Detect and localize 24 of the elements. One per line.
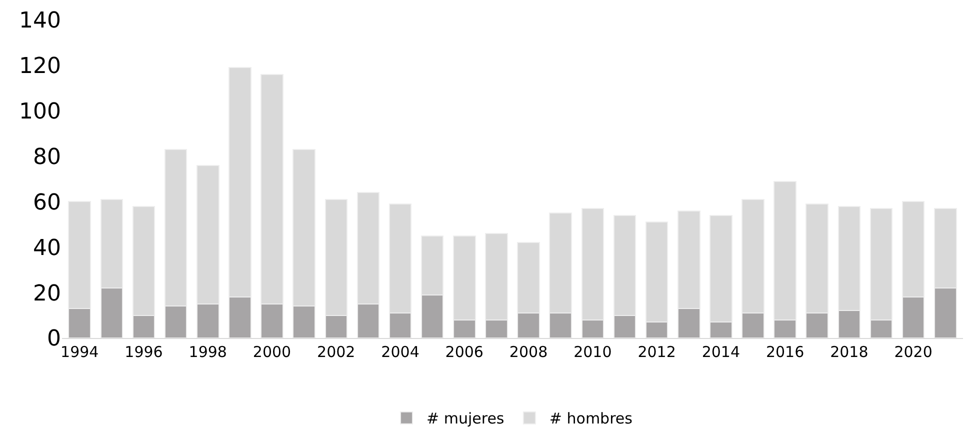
legend-label: # hombres xyxy=(549,410,633,428)
y-tick-label: 40 xyxy=(33,236,61,261)
y-tick-label: 140 xyxy=(19,8,61,34)
x-tick-label: 2008 xyxy=(509,343,548,361)
y-tick-label: 20 xyxy=(33,281,61,306)
y-tick-label: 60 xyxy=(33,190,61,216)
x-tick-label: 2014 xyxy=(702,343,740,361)
y-tick-label: 0 xyxy=(47,326,61,352)
y-tick-label: 120 xyxy=(19,54,61,80)
x-tick-label: 1998 xyxy=(188,343,227,361)
y-tick-label: 100 xyxy=(19,100,61,125)
x-tick-label: 2000 xyxy=(252,343,292,361)
x-tick-label: 1994 xyxy=(60,343,99,361)
y-tick-label: 80 xyxy=(33,144,61,170)
x-tick-label: 2004 xyxy=(381,343,420,361)
legend-label: # mujeres xyxy=(426,410,504,428)
x-tick-label: 2002 xyxy=(317,343,356,361)
x-tick-label: 2020 xyxy=(894,343,932,361)
x-tick-label: 2016 xyxy=(766,343,804,361)
x-tick-label: 2010 xyxy=(574,343,612,361)
x-tick-label: 2012 xyxy=(638,343,676,361)
x-tick-label: 2018 xyxy=(830,343,868,361)
x-tick-label: 1996 xyxy=(124,343,163,361)
x-tick-label: 2006 xyxy=(445,343,484,361)
